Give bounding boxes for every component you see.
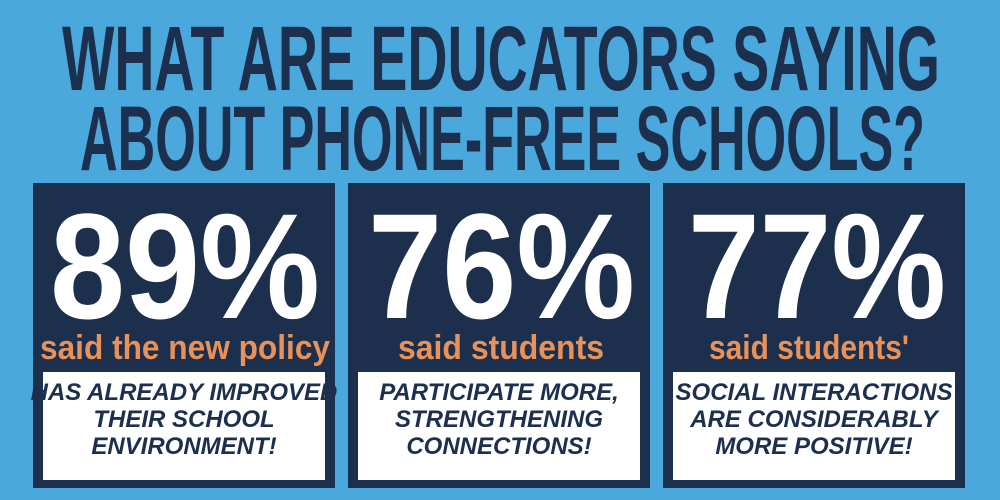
- stat-lead: said students': [709, 329, 909, 367]
- stat-lead: said the new policy: [40, 329, 330, 367]
- detail-line: SOCIAL INTERACTIONS: [676, 379, 953, 406]
- detail-box: [673, 372, 955, 480]
- stat-percent: 77%: [688, 182, 946, 350]
- detail-line: ARE CONSIDERABLY: [689, 406, 940, 433]
- title-line: ABOUT PHONE-FREE SCHOOLS?: [80, 88, 925, 190]
- detail-line: STRENGTHENING: [395, 406, 603, 433]
- title-line: WHAT ARE EDUCATORS SAYING: [62, 8, 940, 110]
- stat-lead: said students: [398, 329, 604, 367]
- detail-line: PARTICIPATE MORE,: [379, 379, 619, 406]
- stat-percent: 89%: [50, 182, 320, 350]
- detail-box: [358, 372, 640, 480]
- detail-line: CONNECTIONS!: [406, 433, 591, 460]
- stat-percent: 76%: [368, 182, 635, 350]
- detail-line: MORE POSITIVE!: [715, 433, 912, 460]
- detail-line: ENVIRONMENT!: [91, 433, 276, 460]
- detail-line: HAS ALREADY IMPROVED: [31, 379, 338, 406]
- detail-line: THEIR SCHOOL: [93, 406, 274, 433]
- detail-box: [43, 372, 325, 480]
